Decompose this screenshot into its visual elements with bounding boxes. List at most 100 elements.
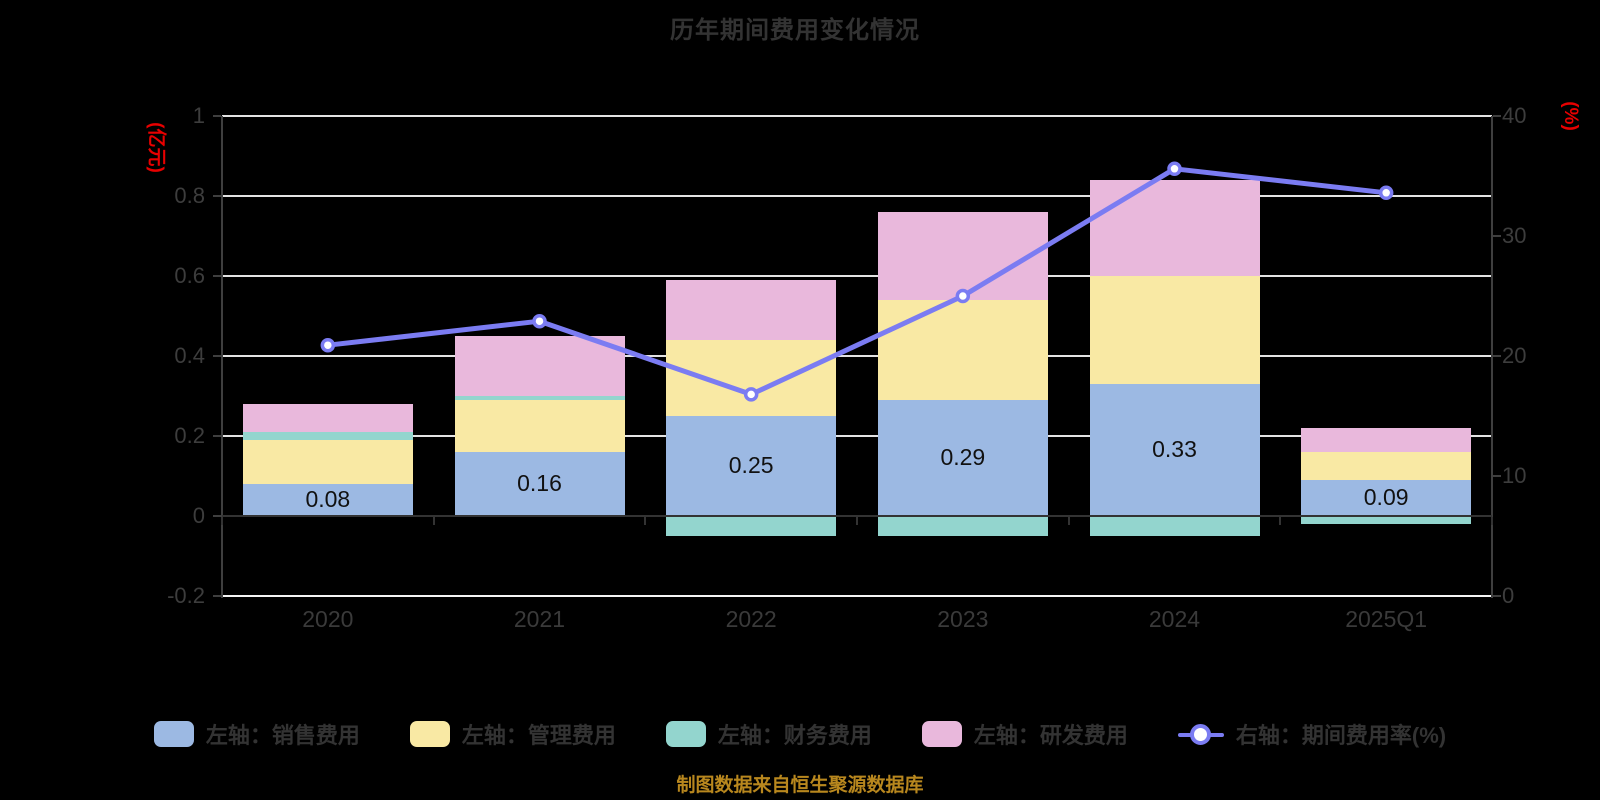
- category-boundary-tick: [644, 517, 647, 525]
- left-axis-line: [221, 116, 223, 598]
- grid-line: [222, 195, 1492, 197]
- bar-segment-s4[interactable]: [1301, 428, 1472, 452]
- y-axis-label-right: 0: [1502, 583, 1515, 608]
- bar-segment-s4[interactable]: [877, 212, 1048, 300]
- legend-label: 左轴：销售费用: [205, 723, 360, 748]
- bar-segment-s1[interactable]: [1301, 480, 1472, 516]
- bar-segment-s2[interactable]: [1089, 276, 1260, 384]
- category-boundary-tick: [1067, 517, 1070, 525]
- line-point-marker[interactable]: [532, 313, 547, 329]
- x-axis-label: 2024: [1148, 606, 1201, 632]
- y-axis-tick: [213, 435, 221, 437]
- bar-value-label: 0.09: [1363, 484, 1409, 510]
- y-axis-label-left: 0: [192, 503, 205, 528]
- bar-segment-s4[interactable]: [666, 280, 837, 340]
- rate-line: [325, 166, 1389, 397]
- y-axis-tick: [213, 595, 221, 597]
- bar-value-label: 0.29: [940, 444, 986, 470]
- x-axis-label: 2020: [302, 606, 354, 632]
- line-point-marker[interactable]: [1378, 185, 1394, 201]
- y-axis-label-right: 40: [1502, 103, 1527, 128]
- legend-swatch: [665, 721, 706, 747]
- line-point-marker[interactable]: [1167, 161, 1182, 177]
- grid-line: [222, 435, 1492, 437]
- legend-label: 左轴：研发费用: [973, 723, 1128, 748]
- bar-segment-s3[interactable]: [666, 516, 837, 536]
- legend-item[interactable]: 左轴：研发费用: [921, 718, 1128, 750]
- y-axis-label-left: 1: [192, 103, 205, 128]
- bar-segment-s3[interactable]: [1089, 516, 1260, 536]
- grid-line: [222, 275, 1492, 277]
- legend-label: 左轴：管理费用: [461, 723, 616, 748]
- line-point-marker[interactable]: [320, 337, 336, 353]
- y-axis-label-left: 0.8: [174, 183, 205, 208]
- bar-segment-s4[interactable]: [454, 336, 625, 396]
- legend-label: 左轴：财务费用: [717, 723, 872, 748]
- x-axis-line: [222, 515, 1492, 517]
- grid-line: [222, 115, 1492, 117]
- legend: 左轴：销售费用 左轴：管理费用 左轴：财务费用 左轴：研发费用 右轴：期间费用率(%): [0, 718, 1600, 750]
- x-axis-label: 2023: [937, 606, 989, 632]
- bar-segment-s1[interactable]: [242, 484, 413, 516]
- x-axis-label: 2025Q1: [1345, 606, 1428, 632]
- bar-segment-s1[interactable]: [454, 452, 625, 516]
- legend-label: 右轴：期间费用率(%): [1235, 723, 1447, 748]
- plot-area: 0.08 0.16 0.25 0.29 0.33 0.09: [221, 115, 1493, 598]
- legend-line-marker: [1189, 723, 1211, 745]
- y-axis-label-left: 0.4: [174, 343, 205, 368]
- bar-segment-s3[interactable]: [1301, 516, 1472, 524]
- bar-segment-s3[interactable]: [242, 432, 413, 440]
- bar-segment-s2[interactable]: [454, 400, 625, 452]
- legend-line-icon: [1177, 723, 1224, 745]
- line-point-marker[interactable]: [955, 288, 971, 304]
- legend-item[interactable]: 右轴：期间费用率(%): [1177, 718, 1447, 750]
- bar-segment-s4[interactable]: [242, 404, 413, 432]
- bar-segment-s1[interactable]: [1089, 384, 1260, 516]
- legend-item[interactable]: 左轴：管理费用: [409, 718, 616, 750]
- y-axis-label-right: 30: [1502, 223, 1527, 248]
- y-axis-tick: [1493, 115, 1501, 117]
- y-axis-tick: [213, 115, 221, 117]
- legend-item[interactable]: 左轴：财务费用: [665, 718, 872, 750]
- y-axis-tick: [213, 515, 221, 517]
- bar-segment-s4[interactable]: [1089, 180, 1260, 276]
- y-axis-tick: [213, 275, 221, 277]
- bar-value-label: 0.25: [728, 452, 774, 478]
- bar-value-label: 0.08: [305, 486, 351, 512]
- line-point-marker[interactable]: [743, 387, 759, 402]
- grid-line: [222, 355, 1492, 357]
- category-boundary-tick: [1491, 517, 1493, 525]
- legend-swatch: [153, 721, 194, 747]
- rate-line-series: [320, 161, 1394, 402]
- bar-value-label: 0.33: [1152, 436, 1197, 462]
- bar-segment-s1[interactable]: [877, 400, 1048, 516]
- bar-segment-s2[interactable]: [242, 440, 413, 484]
- category-boundary-tick: [856, 517, 858, 525]
- bar-segment-s2[interactable]: [877, 300, 1048, 400]
- legend-swatch: [921, 721, 962, 747]
- y-axis-label-left: -0.2: [167, 583, 205, 608]
- grid-line: [222, 595, 1492, 597]
- y-axis-label-right: 10: [1502, 463, 1527, 488]
- bar-segment-s2[interactable]: [666, 340, 837, 416]
- bar-segment-s2[interactable]: [1301, 452, 1472, 480]
- y-axis-tick: [1493, 475, 1501, 477]
- x-axis-label: 2022: [725, 606, 777, 632]
- chart-title: 历年期间费用变化情况: [670, 17, 920, 44]
- footer-note: 制图数据来自恒生聚源数据库: [676, 775, 924, 796]
- bar-value-label: 0.16: [517, 470, 562, 496]
- right-axis-line: [1491, 116, 1493, 598]
- y-axis-label-left: 0.6: [174, 263, 205, 288]
- y-axis-tick: [1493, 355, 1501, 357]
- y-axis-tick: [1493, 235, 1501, 237]
- y-axis-tick: [213, 355, 221, 357]
- legend-swatch: [409, 721, 450, 747]
- y-axis-tick: [213, 195, 221, 197]
- category-boundary-tick: [1279, 517, 1282, 525]
- category-boundary-tick: [432, 517, 435, 525]
- legend-item[interactable]: 左轴：销售费用: [153, 718, 360, 750]
- bar-segment-s3[interactable]: [454, 396, 625, 400]
- bar-segment-s3[interactable]: [877, 516, 1048, 536]
- bar-segment-s1[interactable]: [666, 416, 837, 516]
- x-axis-label: 2021: [513, 606, 566, 632]
